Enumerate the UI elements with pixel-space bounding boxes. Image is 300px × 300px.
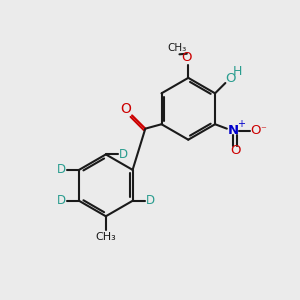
Text: D: D bbox=[57, 194, 66, 207]
Text: H: H bbox=[232, 65, 242, 78]
Text: O: O bbox=[230, 144, 240, 157]
Text: O: O bbox=[250, 124, 261, 137]
Text: O: O bbox=[182, 51, 192, 64]
Text: O: O bbox=[120, 102, 131, 116]
Text: O: O bbox=[225, 71, 236, 85]
Text: D: D bbox=[119, 148, 128, 161]
Text: N: N bbox=[228, 124, 239, 137]
Text: +: + bbox=[237, 118, 245, 129]
Text: CH₃: CH₃ bbox=[167, 44, 186, 53]
Text: D: D bbox=[57, 164, 66, 176]
Text: CH₃: CH₃ bbox=[95, 232, 116, 242]
Text: ⁻: ⁻ bbox=[260, 126, 266, 136]
Text: D: D bbox=[146, 194, 155, 207]
